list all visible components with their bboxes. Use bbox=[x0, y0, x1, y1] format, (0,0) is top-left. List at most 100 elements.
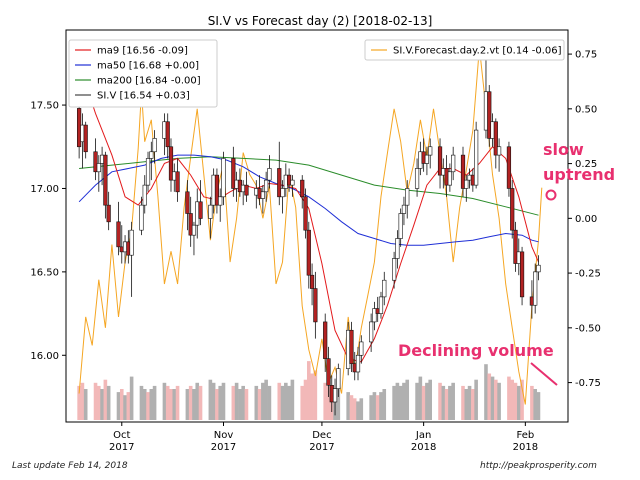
volume-bar bbox=[346, 392, 350, 420]
volume-bar bbox=[97, 385, 101, 420]
volume-bar bbox=[280, 385, 285, 420]
volume-bar bbox=[513, 382, 518, 420]
volume-bar bbox=[175, 385, 180, 420]
volume-bar bbox=[221, 382, 226, 420]
candle-body bbox=[145, 158, 151, 186]
volume-bar bbox=[83, 389, 88, 420]
volume-bar bbox=[198, 385, 203, 420]
volume-bar bbox=[467, 385, 472, 420]
candle-body bbox=[83, 124, 88, 153]
volume-bar bbox=[533, 389, 537, 420]
candle-body bbox=[168, 146, 174, 181]
volume-bar bbox=[165, 385, 170, 420]
candle-body bbox=[493, 121, 498, 156]
candle-body bbox=[447, 171, 452, 186]
candle-body bbox=[165, 121, 170, 148]
candle-body bbox=[309, 274, 315, 289]
y-left-tick-label: 16.00 bbox=[30, 351, 59, 362]
candle-body bbox=[280, 188, 285, 198]
legend-left: ma9 [16.56 -0.09] ma50 [16.68 +0.00] ma2… bbox=[68, 39, 218, 108]
volume-bar bbox=[352, 398, 357, 420]
candle-body bbox=[536, 264, 541, 273]
candle-body bbox=[474, 129, 479, 186]
annotation-declining-volume: Declining volume bbox=[398, 341, 554, 360]
volume-bar bbox=[444, 389, 449, 420]
y-right-tick-label: 0.75 bbox=[575, 50, 597, 61]
volume-bar bbox=[267, 385, 272, 420]
volume-bar bbox=[516, 385, 521, 420]
volume-bar bbox=[375, 395, 380, 420]
volume-bar bbox=[303, 379, 308, 420]
candle-body bbox=[198, 201, 203, 219]
x-tick-label-year: 2017 bbox=[211, 442, 236, 453]
candle-body bbox=[326, 358, 331, 386]
footer-last-update: Last update Feb 14, 2018 bbox=[12, 461, 128, 471]
candle-body bbox=[214, 174, 220, 206]
volume-bar bbox=[192, 389, 196, 420]
footer-source-link[interactable]: http://peakprosperity.com bbox=[480, 461, 597, 471]
y-right-tick-label: -0.75 bbox=[575, 378, 601, 389]
volume-bar bbox=[300, 385, 305, 420]
candle-body bbox=[152, 138, 157, 153]
candle-body bbox=[116, 221, 121, 248]
y-left-tick-label: 16.50 bbox=[30, 267, 59, 278]
volume-bar bbox=[359, 398, 364, 420]
volume-bar bbox=[372, 392, 377, 420]
candle-body bbox=[303, 196, 308, 231]
candle-body bbox=[142, 184, 147, 206]
ma9-line bbox=[78, 63, 539, 363]
volume-bar bbox=[257, 389, 262, 420]
x-tick-label-month: Oct bbox=[113, 430, 130, 441]
forecast-series bbox=[78, 47, 543, 405]
candle-body bbox=[96, 163, 101, 173]
volume-bar bbox=[497, 382, 501, 420]
candle-body bbox=[395, 238, 400, 259]
candle-body bbox=[323, 321, 328, 359]
volume-bar bbox=[208, 379, 213, 420]
candle-body bbox=[378, 296, 384, 314]
volume-bar bbox=[116, 392, 121, 420]
volume-bar bbox=[487, 373, 492, 420]
volume-bar bbox=[425, 382, 429, 420]
volume-bar bbox=[421, 385, 426, 420]
volume-bar bbox=[464, 389, 469, 420]
x-tick-label-year: 2017 bbox=[109, 442, 134, 453]
volume-bar bbox=[530, 385, 534, 420]
candle-body bbox=[464, 179, 469, 189]
candle-body bbox=[349, 329, 354, 364]
volume-bar bbox=[490, 376, 495, 420]
volume-bar bbox=[185, 389, 190, 420]
candle-body bbox=[414, 168, 420, 189]
candle-body bbox=[277, 168, 282, 198]
volume-bar bbox=[494, 379, 498, 420]
y-right-tick-label: 0.50 bbox=[575, 104, 597, 115]
volume-bar bbox=[306, 361, 311, 420]
axes: 16.00 16.50 17.00 17.50 -0.75 -0.50 -0.25 0.00 0… bbox=[30, 50, 601, 453]
candle-body bbox=[264, 179, 269, 193]
candle-body bbox=[372, 308, 377, 323]
candle-body bbox=[267, 168, 272, 181]
x-tick-label-year: 2018 bbox=[513, 442, 538, 453]
volume-bar bbox=[418, 376, 423, 420]
volume-bar bbox=[139, 385, 144, 420]
volume-bar bbox=[152, 385, 157, 420]
volume-bar bbox=[146, 392, 150, 420]
candle-body bbox=[487, 91, 492, 139]
volume-bar bbox=[172, 389, 177, 420]
candle-body bbox=[496, 146, 502, 156]
candle-body bbox=[510, 188, 515, 231]
x-tick-label-month: Jan bbox=[415, 430, 431, 441]
legend-right: SI.V.Forecast.day.2.vt [0.14 -0.06] bbox=[364, 39, 565, 61]
volume-bar bbox=[254, 385, 259, 420]
legend-label-ma9: ma9 [16.56 -0.09] bbox=[97, 46, 188, 57]
candle-body bbox=[437, 146, 443, 176]
volume-bar bbox=[326, 385, 331, 420]
volume-bar bbox=[415, 382, 419, 420]
y-left-tick-label: 17.50 bbox=[30, 101, 59, 112]
candle-body bbox=[398, 213, 403, 239]
volume-bar bbox=[451, 382, 455, 420]
volume-bar bbox=[93, 382, 98, 420]
volume-bar bbox=[402, 382, 406, 420]
candle-body bbox=[103, 154, 108, 206]
